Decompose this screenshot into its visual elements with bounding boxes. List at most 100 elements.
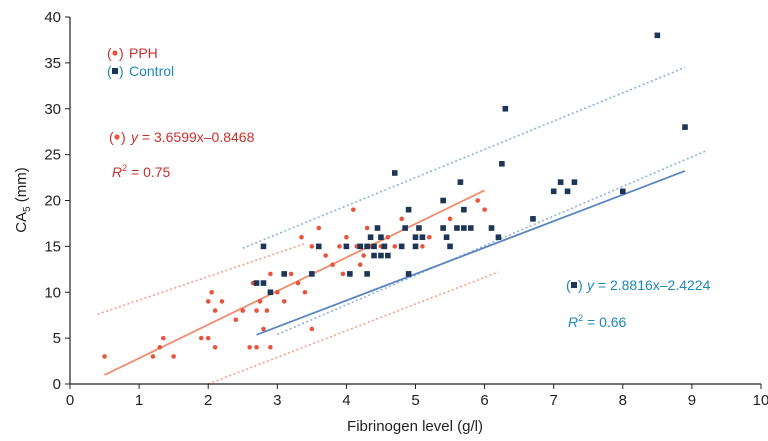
control-point — [440, 197, 446, 204]
confidence-bands — [97, 66, 707, 385]
bracket-left: ( — [109, 129, 114, 145]
control-point — [309, 271, 315, 277]
control-point — [654, 32, 661, 39]
legend-circle-marker: () — [107, 45, 124, 61]
legend-square-marker: () — [107, 63, 124, 79]
x-axis-title: Fibrinogen level (g/l) — [347, 418, 483, 435]
x-tick-label: 3 — [273, 392, 281, 409]
bracket-right: ) — [578, 277, 583, 293]
pph-point — [157, 345, 163, 350]
pph-point — [150, 354, 156, 359]
y-tick-label: 0 — [53, 376, 61, 393]
pph-point — [219, 299, 225, 304]
pph-point — [330, 262, 335, 268]
y-axis-title-sub: 5 — [22, 206, 33, 212]
pph-point — [257, 299, 263, 304]
legend-label-control: Control — [129, 63, 174, 79]
pph-point — [209, 289, 214, 295]
y-tick-label: 5 — [53, 330, 61, 347]
control-point — [364, 243, 370, 250]
pph-point — [316, 225, 322, 231]
control-point — [620, 188, 626, 195]
pph-point — [268, 271, 273, 277]
control-ci-upper — [242, 66, 686, 249]
y-tick-label: 30 — [44, 101, 61, 118]
pph-point — [399, 216, 404, 222]
x-tick-label: 8 — [619, 392, 627, 409]
control-point — [378, 252, 384, 259]
pph-point — [323, 253, 328, 258]
pph-point — [254, 345, 259, 350]
pph-point — [212, 345, 218, 350]
control-point — [488, 225, 495, 231]
x-tick-label: 1 — [135, 392, 143, 409]
control-point — [416, 225, 422, 231]
control-fit-line — [256, 170, 686, 336]
legend: () PPH () Control — [107, 45, 174, 79]
control-r2-text: R2 = 0.66 — [568, 313, 627, 330]
bracket-right: ) — [119, 63, 124, 79]
pph-point — [427, 234, 432, 240]
x-tick-label: 9 — [688, 392, 696, 409]
control-point — [419, 234, 426, 240]
pph-point — [337, 244, 342, 249]
legend-item-control: () Control — [107, 63, 174, 79]
marker-dot — [112, 50, 118, 56]
pph-ci-upper — [97, 242, 306, 316]
control-point — [530, 216, 536, 222]
control-point — [371, 252, 377, 259]
x-tick-label: 10 — [753, 392, 768, 409]
legend-item-pph: () PPH — [107, 45, 158, 61]
control-point — [454, 225, 460, 231]
pph-point — [102, 354, 107, 359]
control-point — [405, 206, 412, 213]
control-point — [440, 225, 446, 231]
control-point — [260, 243, 267, 250]
y-axis-title-main: CA — [13, 212, 30, 233]
control-point — [367, 234, 374, 240]
x-tick-label: 7 — [550, 392, 558, 409]
control-point — [502, 105, 509, 112]
control-point — [550, 188, 557, 195]
y-tick-label: 25 — [44, 147, 61, 164]
bracket-right: ) — [121, 129, 126, 145]
pph-point — [233, 317, 239, 323]
y-tick-label: 35 — [44, 55, 61, 72]
pph-point — [392, 244, 398, 249]
control-point — [281, 271, 288, 277]
pph-point — [482, 207, 487, 212]
control-point — [499, 161, 505, 167]
control-point — [391, 170, 398, 176]
control-equation-text: y = 2.8816x–2.4224 — [586, 277, 711, 293]
control-point — [495, 234, 502, 240]
pph-r2-value: = 0.75 — [127, 164, 170, 180]
pph-point — [212, 308, 218, 313]
control-point — [447, 243, 453, 250]
control-point — [412, 234, 419, 240]
x-tick-label: 6 — [480, 392, 488, 409]
control-point — [343, 243, 350, 250]
pph-point — [268, 345, 273, 350]
pph-fit-line — [104, 189, 485, 376]
control-point — [374, 225, 381, 231]
control-equation-y: y — [586, 277, 595, 293]
regression-lines — [104, 170, 686, 376]
bracket-left: ( — [107, 63, 112, 79]
bracket-left: ( — [107, 45, 112, 61]
marker-square — [112, 68, 118, 74]
pph-point — [475, 198, 480, 203]
pph-equation-y: y — [130, 129, 139, 145]
control-point — [253, 280, 260, 286]
control-point — [371, 243, 377, 250]
pph-equation-marker: () — [109, 129, 126, 145]
control-point — [461, 225, 467, 231]
control-r2-sup: 2 — [578, 313, 583, 323]
pph-point — [240, 308, 246, 313]
pph-point — [160, 335, 166, 341]
pph-point — [247, 345, 252, 350]
pph-point — [364, 225, 370, 231]
pph-point — [275, 289, 280, 295]
control-point — [398, 243, 405, 250]
control-point — [467, 225, 474, 231]
